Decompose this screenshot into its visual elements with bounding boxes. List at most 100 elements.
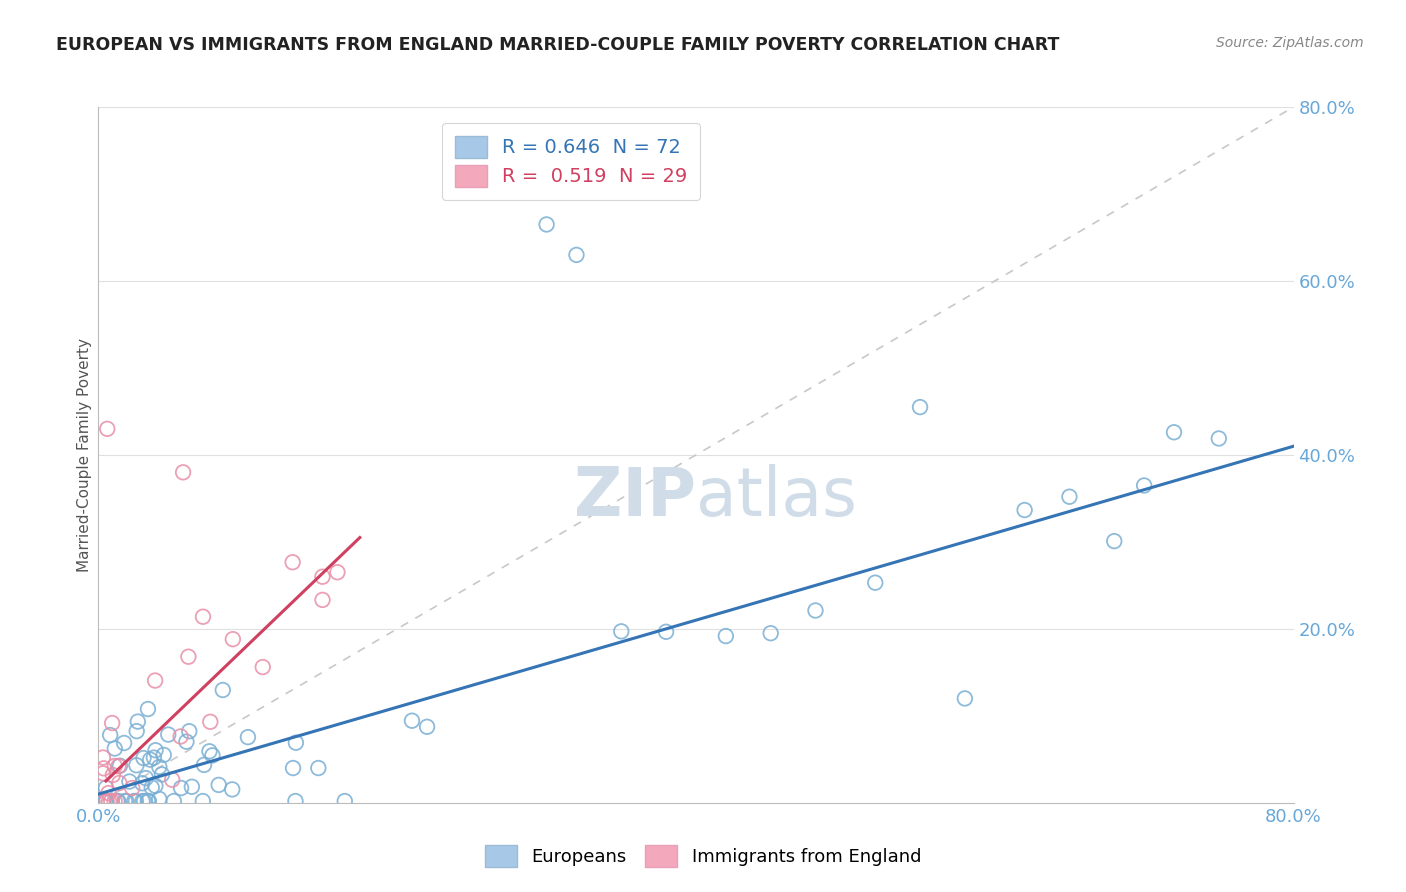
Point [1163, 425, 1185, 440]
Point [98, 794, 121, 808]
Point [93, 761, 115, 775]
Point [114, 794, 136, 808]
Point [121, 780, 143, 795]
Point [281, 555, 304, 569]
Point [191, 609, 214, 624]
Point [1208, 432, 1230, 446]
Legend: R = 0.646  N = 72, R =  0.519  N = 29: R = 0.646 N = 72, R = 0.519 N = 29 [441, 123, 700, 200]
Point [163, 794, 186, 808]
Point [200, 714, 222, 729]
Point [865, 575, 887, 590]
Point [281, 761, 304, 775]
Point [208, 778, 231, 792]
Point [193, 758, 215, 772]
Point [804, 603, 827, 617]
Point [139, 753, 162, 767]
Point [201, 748, 224, 763]
Point [104, 759, 127, 773]
Point [97, 786, 120, 800]
Point [132, 794, 155, 808]
Point [135, 771, 157, 785]
Point [101, 768, 124, 782]
Point [94, 794, 117, 808]
Point [107, 794, 129, 808]
Point [118, 774, 141, 789]
Point [1059, 490, 1081, 504]
Point [236, 730, 259, 744]
Point [104, 741, 127, 756]
Point [94, 780, 117, 795]
Point [211, 683, 233, 698]
Point [169, 730, 191, 744]
Point [115, 794, 138, 808]
Point [141, 780, 163, 795]
Point [94, 794, 117, 808]
Point [565, 248, 588, 262]
Point [98, 728, 121, 742]
Point [143, 673, 166, 688]
Y-axis label: Married-Couple Family Poverty: Married-Couple Family Poverty [77, 338, 91, 572]
Point [143, 779, 166, 793]
Point [1104, 534, 1126, 549]
Point [148, 792, 170, 806]
Point [1133, 478, 1156, 492]
Point [953, 691, 976, 706]
Point [104, 794, 127, 808]
Point [180, 780, 202, 794]
Point [148, 760, 170, 774]
Point [170, 780, 193, 795]
Point [401, 714, 423, 728]
Point [714, 629, 737, 643]
Point [136, 702, 159, 716]
Point [107, 759, 129, 773]
Point [326, 566, 349, 580]
Point [284, 794, 307, 808]
Point [105, 794, 128, 808]
Point [132, 751, 155, 765]
Point [91, 750, 114, 764]
Legend: Europeans, Immigrants from England: Europeans, Immigrants from England [478, 838, 928, 874]
Point [311, 570, 333, 584]
Point [307, 761, 329, 775]
Point [138, 794, 160, 808]
Point [416, 720, 439, 734]
Point [136, 794, 159, 808]
Point [172, 466, 194, 480]
Point [908, 400, 931, 414]
Point [655, 624, 678, 639]
Point [177, 649, 200, 664]
Point [127, 714, 149, 729]
Point [145, 743, 167, 757]
Point [91, 766, 114, 780]
Point [610, 624, 633, 639]
Point [101, 716, 124, 731]
Point [125, 794, 148, 808]
Point [94, 794, 117, 808]
Point [108, 758, 131, 772]
Point [131, 776, 153, 790]
Point [333, 794, 356, 808]
Point [311, 593, 333, 607]
Text: ZIP: ZIP [574, 464, 696, 530]
Point [176, 734, 198, 748]
Point [142, 750, 165, 764]
Point [131, 794, 153, 808]
Point [252, 660, 274, 674]
Point [198, 744, 221, 758]
Text: Source: ZipAtlas.com: Source: ZipAtlas.com [1216, 36, 1364, 50]
Point [157, 728, 180, 742]
Text: atlas: atlas [696, 464, 856, 530]
Point [759, 626, 782, 640]
Point [125, 724, 148, 739]
Point [108, 776, 131, 790]
Point [125, 758, 148, 772]
Point [222, 632, 245, 647]
Point [150, 767, 173, 781]
Point [160, 772, 183, 787]
Point [100, 794, 122, 808]
Point [536, 218, 558, 232]
Point [91, 794, 114, 808]
Point [179, 724, 201, 739]
Point [1014, 503, 1036, 517]
Point [96, 794, 118, 808]
